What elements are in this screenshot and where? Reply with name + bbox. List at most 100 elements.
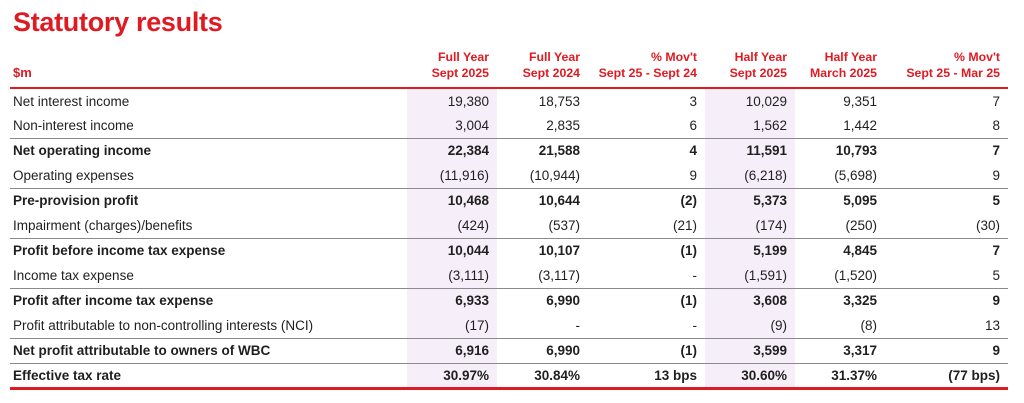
row-label: Income tax expense bbox=[13, 267, 134, 283]
value-cell: (1) bbox=[588, 287, 705, 314]
value-cell: 5,095 bbox=[795, 187, 885, 214]
value-cell: (537) bbox=[548, 217, 580, 233]
table-row: Profit after income tax expense 6,933 6,99… bbox=[10, 287, 1008, 314]
value-cell: 19,380 bbox=[407, 88, 497, 114]
value-cell: 31.37% bbox=[795, 362, 885, 390]
value-cell: 3,004 bbox=[407, 113, 497, 139]
value-cell: - bbox=[575, 317, 581, 333]
row-label: Profit attributable to non-controlling i… bbox=[13, 317, 314, 333]
value-cell: (8) bbox=[860, 317, 878, 333]
value-cell: (1) bbox=[588, 237, 705, 264]
unit-label: $m bbox=[10, 44, 407, 90]
table-body: Net interest income 19,380 18,753 3 10,029 9,… bbox=[10, 88, 1008, 390]
value-cell: (3,111) bbox=[407, 263, 497, 289]
value-cell: - bbox=[692, 267, 698, 283]
row-label: Effective tax rate bbox=[10, 362, 407, 390]
value-cell: 7 bbox=[992, 93, 1000, 109]
row-label: Impairment (charges)/benefits bbox=[13, 217, 193, 233]
value-cell: 13 bbox=[984, 317, 1000, 333]
value-cell: (1,591) bbox=[705, 263, 795, 289]
value-cell: (6,218) bbox=[705, 163, 795, 189]
row-label: Net interest income bbox=[13, 93, 130, 109]
value-cell: (2) bbox=[588, 187, 705, 214]
value-cell: 5,199 bbox=[705, 237, 795, 264]
value-cell: 8 bbox=[992, 117, 1000, 133]
value-cell: 6,933 bbox=[407, 287, 497, 314]
value-cell: 1,442 bbox=[843, 117, 877, 133]
col-header-half-year-sept-2025: Half Year Sept 2025 bbox=[705, 44, 795, 90]
value-cell: 3,325 bbox=[795, 287, 885, 314]
value-cell: 6,916 bbox=[407, 337, 497, 364]
table-row: Net interest income 19,380 18,753 3 10,029 9,… bbox=[10, 88, 1008, 114]
col-header-movt-sept25-mar25: % Mov't Sept 25 - Mar 25 bbox=[885, 44, 1008, 90]
value-cell: (424) bbox=[407, 213, 497, 239]
value-cell: 30.60% bbox=[705, 362, 795, 390]
value-cell: (5,698) bbox=[834, 167, 877, 183]
value-cell: 10,793 bbox=[795, 137, 885, 164]
value-cell: 5 bbox=[885, 187, 1008, 214]
value-cell: 4 bbox=[588, 137, 705, 164]
col-header-full-year-sept-2025: Full Year Sept 2025 bbox=[407, 44, 497, 90]
value-cell: 9 bbox=[689, 167, 697, 183]
value-cell: 10,468 bbox=[407, 187, 497, 214]
value-cell: (3,117) bbox=[538, 267, 580, 283]
value-cell: (77 bps) bbox=[885, 362, 1008, 390]
table-row: Net operating income 22,384 21,588 4 11,591 1… bbox=[10, 137, 1008, 164]
value-cell: 7 bbox=[885, 237, 1008, 264]
value-cell: 6 bbox=[689, 117, 697, 133]
value-cell: 1,562 bbox=[705, 113, 795, 139]
col-header-full-year-sept-2024: Full Year Sept 2024 bbox=[497, 44, 588, 90]
value-cell: (21) bbox=[672, 217, 697, 233]
table-row: Non-interest income 3,004 2,835 6 1,562 1,442… bbox=[10, 113, 1008, 139]
col-header-movt-sept25-sept24: % Mov't Sept 25 - Sept 24 bbox=[588, 44, 705, 90]
value-cell: 30.84% bbox=[497, 362, 588, 390]
statutory-results-table: $m Full Year Sept 2025 Full Year Sept 20… bbox=[10, 44, 1008, 390]
row-label: Operating expenses bbox=[13, 167, 134, 183]
value-cell: (10,944) bbox=[529, 167, 580, 183]
page-title: Statutory results bbox=[13, 7, 223, 37]
value-cell: 3,608 bbox=[705, 287, 795, 314]
value-cell: 10,644 bbox=[497, 187, 588, 214]
value-cell: 5,373 bbox=[705, 187, 795, 214]
value-cell: (1,520) bbox=[834, 267, 877, 283]
table-row: Net profit attributable to owners of WBC… bbox=[10, 337, 1008, 364]
value-cell: 9 bbox=[885, 287, 1008, 314]
row-label: Non-interest income bbox=[13, 117, 134, 133]
value-cell: 2,835 bbox=[546, 117, 580, 133]
table-row: Profit before income tax expense 10,044 10… bbox=[10, 237, 1008, 264]
table-row: Pre-provision profit 10,468 10,644 (2) 5,373… bbox=[10, 187, 1008, 214]
value-cell: 6,990 bbox=[497, 287, 588, 314]
value-cell: (174) bbox=[705, 213, 795, 239]
col-header-half-year-march-2025: Half Year March 2025 bbox=[795, 44, 885, 90]
value-cell: 13 bps bbox=[588, 362, 705, 390]
value-cell: 22,384 bbox=[407, 137, 497, 164]
value-cell: (17) bbox=[407, 313, 497, 339]
value-cell: 18,753 bbox=[538, 93, 580, 109]
value-cell: (9) bbox=[705, 313, 795, 339]
value-cell: 4,845 bbox=[795, 237, 885, 264]
row-label: Net operating income bbox=[10, 137, 407, 164]
value-cell: (1) bbox=[588, 337, 705, 364]
value-cell: 7 bbox=[885, 137, 1008, 164]
row-label: Pre-provision profit bbox=[10, 187, 407, 214]
value-cell: 5 bbox=[992, 267, 1000, 283]
value-cell: - bbox=[692, 317, 698, 333]
statutory-results-page: Statutory results $m Full Year Sept 2025… bbox=[10, 7, 1008, 390]
value-cell: 10,029 bbox=[705, 88, 795, 114]
value-cell: 3 bbox=[689, 93, 697, 109]
table-row: Operating expenses (11,916) (10,944) 9 (6,21… bbox=[10, 163, 1008, 189]
value-cell: (30) bbox=[975, 217, 1000, 233]
table-header-row: $m Full Year Sept 2025 Full Year Sept 20… bbox=[10, 44, 1008, 90]
value-cell: 3,317 bbox=[795, 337, 885, 364]
value-cell: 30.97% bbox=[407, 362, 497, 390]
row-label: Profit before income tax expense bbox=[10, 237, 407, 264]
row-label: Profit after income tax expense bbox=[10, 287, 407, 314]
value-cell: 6,990 bbox=[497, 337, 588, 364]
value-cell: 9 bbox=[992, 167, 1000, 183]
row-label: Net profit attributable to owners of WBC bbox=[10, 337, 407, 364]
value-cell: 21,588 bbox=[497, 137, 588, 164]
value-cell: 11,591 bbox=[705, 137, 795, 164]
value-cell: 10,107 bbox=[497, 237, 588, 264]
value-cell: 9,351 bbox=[843, 93, 877, 109]
value-cell: 10,044 bbox=[407, 237, 497, 264]
